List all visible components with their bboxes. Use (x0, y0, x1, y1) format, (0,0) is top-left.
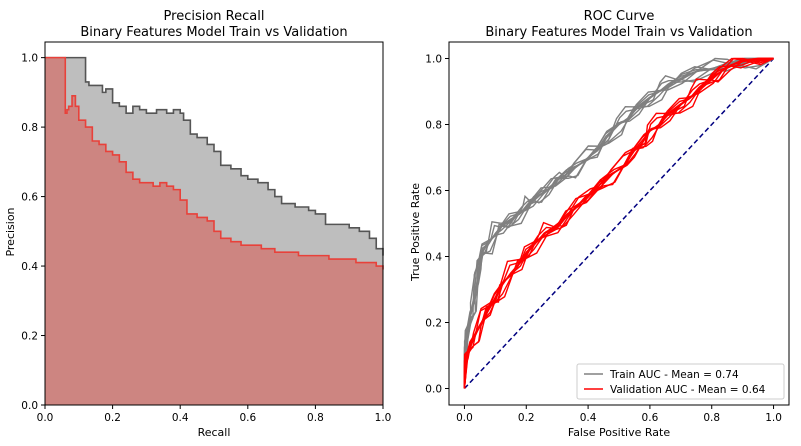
pr-x-tick-label: 0.2 (104, 412, 121, 424)
pr-y-tick-label: 0.2 (21, 331, 38, 343)
pr-y-tick-label: 0.4 (21, 261, 38, 273)
pr-chart-subtitle: Binary Features Model Train vs Validatio… (80, 25, 347, 40)
pr-series-0-line (45, 56, 384, 256)
roc-y-tick-label: 0.0 (425, 384, 442, 396)
pr-y-tick-label: 1.0 (21, 53, 38, 65)
roc-series-1-fold-3 (463, 57, 774, 389)
roc-y-tick-label: 0.8 (425, 120, 442, 132)
roc-curve-chart: ROC Curve Binary Features Model Train vs… (409, 9, 790, 439)
roc-series-0-fold-8 (463, 57, 774, 389)
pr-x-tick-label: 0.0 (37, 412, 54, 424)
pr-y-axis-label: Precision (4, 207, 17, 256)
roc-axes-frame (448, 41, 790, 406)
roc-legend: Train AUC - Mean = 0.74 Validation AUC - … (576, 363, 785, 400)
roc-chance-line (463, 57, 775, 390)
pr-x-tick-label: 0.4 (172, 412, 189, 424)
pr-x-tick-label: 0.8 (307, 412, 324, 424)
roc-chart-title: ROC Curve (584, 9, 655, 24)
roc-x-tick-label: 0.2 (518, 412, 535, 424)
roc-y-axis-label: True Positive Rate (409, 183, 422, 282)
roc-series-1-fold-8 (463, 57, 774, 389)
precision-recall-chart: Precision Recall Binary Features Model T… (4, 9, 391, 439)
pr-chart-title: Precision Recall (164, 9, 265, 24)
roc-x-tick-label: 1.0 (765, 412, 782, 424)
roc-legend-box (576, 363, 785, 400)
roc-plot-area: 0.0 0.2 0.4 0.6 0.8 1.0 0.0 0.2 0.4 0.6 0.8 1.0 Trai… (425, 41, 790, 424)
roc-legend-label-0: Train AUC - Mean = 0.74 (609, 369, 739, 381)
roc-x-tick-label: 0.6 (642, 412, 659, 424)
pr-x-tick-label: 1.0 (375, 412, 392, 424)
roc-series-0-fold-6 (463, 57, 774, 389)
roc-y-tick-label: 0.6 (425, 186, 442, 198)
pr-x-axis-label: Recall (198, 426, 231, 439)
pr-y-tick-label: 0.8 (21, 122, 38, 134)
roc-series-1-fold-4 (463, 57, 774, 389)
pr-x-tick-label: 0.6 (239, 412, 256, 424)
pr-series-1-line (45, 56, 384, 270)
roc-x-tick-label: 0.8 (703, 412, 720, 424)
roc-x-axis-label: False Positive Rate (568, 426, 670, 439)
pr-plot-area: 0.0 0.2 0.4 0.6 0.8 1.0 0.0 0.2 0.4 0.6 0.8 1.0 (21, 41, 392, 424)
roc-x-tick-label: 0.4 (580, 412, 597, 424)
roc-y-tick-label: 0.4 (425, 252, 442, 264)
roc-series-1-fold-6 (463, 57, 774, 389)
roc-y-tick-label: 1.0 (425, 54, 442, 66)
roc-y-tick-label: 0.2 (425, 318, 442, 330)
pr-y-tick-label: 0.0 (21, 400, 38, 412)
roc-chart-subtitle: Binary Features Model Train vs Validatio… (485, 25, 752, 40)
roc-series-1-fold-9 (463, 57, 774, 389)
roc-x-tick-label: 0.0 (456, 412, 473, 424)
roc-series-0-fold-9 (463, 57, 774, 389)
pr-y-tick-label: 0.6 (21, 192, 38, 204)
roc-legend-label-1: Validation AUC - Mean = 0.64 (610, 384, 766, 396)
pr-axes-frame (44, 41, 384, 406)
roc-series-1-fold-2 (463, 57, 774, 389)
